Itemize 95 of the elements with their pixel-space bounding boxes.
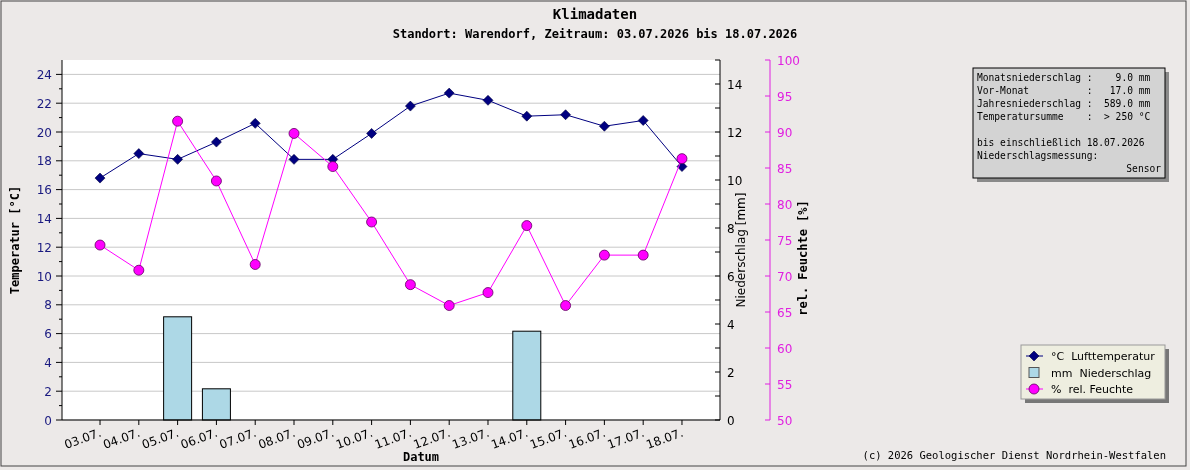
point: [288, 128, 300, 139]
legend-label: mm Niederschlag: [1051, 366, 1152, 380]
point: [637, 249, 649, 261]
y2-tick-label: 14: [727, 77, 743, 92]
x-tick-label: 18.07.: [644, 425, 685, 452]
y-tick-label: 20: [36, 125, 52, 140]
point: [211, 136, 222, 148]
x-tick-label: 14.07.: [489, 425, 530, 452]
y3-tick-label: 50: [777, 413, 793, 428]
point: [482, 287, 494, 298]
point: [405, 279, 416, 291]
x-tick-label: 13.07.: [450, 425, 492, 452]
y-tick-label: 0: [44, 413, 52, 428]
point: [211, 175, 222, 187]
x-tick-label: 15.07.: [527, 425, 569, 452]
y-tick-label: 12: [36, 240, 52, 255]
x-tick-label: 04.07.: [101, 425, 142, 452]
point: [521, 110, 533, 122]
text: Jahresniederschlag : 589.0 mm: [977, 98, 1151, 109]
x-tick-label: 17.07.: [605, 425, 647, 452]
point: [133, 264, 145, 276]
y3-tick-label: 100: [777, 53, 800, 68]
x-tick-label: 06.07.: [178, 425, 220, 452]
point: [482, 95, 494, 106]
point: [521, 220, 533, 231]
point: [327, 161, 339, 172]
point: [94, 239, 106, 251]
text: Sensor: [1126, 163, 1162, 174]
y3-tick-label: 85: [777, 161, 793, 176]
y3-tick-label: 90: [777, 125, 793, 140]
y3-tick-label: 65: [777, 305, 793, 320]
y2-tick-label: 4: [727, 317, 735, 332]
point: [249, 259, 261, 270]
point: [366, 128, 377, 139]
y2-tick-label: 0: [727, 413, 735, 428]
y2-axis-title: Niederschlag [mm]: [734, 192, 748, 308]
point: [133, 148, 145, 159]
point: [288, 154, 300, 165]
point: [637, 115, 649, 126]
text: Vor-Monat : 17.0 mm: [977, 85, 1151, 96]
x-tick-label: 05.07.: [139, 425, 181, 452]
y3-tick-label: 95: [777, 89, 793, 104]
legend-label: % rel. Feuchte: [1051, 383, 1134, 396]
y2-tick-label: 12: [727, 125, 743, 140]
y2-tick-label: 10: [727, 173, 743, 188]
y3-tick-label: 60: [777, 341, 793, 356]
x-tick-label: 10.07.: [333, 425, 375, 452]
point: [676, 153, 688, 165]
y3-tick-label: 80: [777, 197, 793, 212]
point: [598, 249, 610, 261]
point: [94, 172, 106, 184]
x-tick-label: 11.07.: [372, 425, 414, 452]
point: [560, 109, 571, 121]
point: [443, 87, 455, 99]
y-tick-label: 22: [36, 96, 52, 111]
legend-label: °C Lufttemperatur: [1051, 350, 1156, 363]
y-tick-label: 14: [36, 211, 52, 226]
y3-tick-label: 70: [777, 269, 793, 284]
y-tick-label: 4: [44, 355, 52, 370]
text: bis einschließlich 18.07.2026: [977, 137, 1145, 148]
y-tick-label: 24: [36, 67, 52, 82]
point: [366, 216, 377, 228]
x-tick-label: 07.07.: [217, 425, 259, 452]
text: Monatsniederschlag : 9.0 mm: [977, 72, 1151, 83]
y2-tick-label: 2: [727, 365, 735, 380]
y-tick-label: 18: [36, 154, 52, 169]
y2-tick-label: 8: [727, 221, 735, 236]
x-tick-label: 03.07.: [62, 425, 104, 452]
x-tick-label: 12.07.: [411, 425, 453, 452]
point: [560, 300, 571, 311]
y-tick-label: 2: [44, 384, 52, 399]
y-axis-title: Temperatur [°C]: [8, 185, 22, 295]
x-axis-title: Datum: [402, 450, 440, 464]
y-tick-label: 16: [36, 183, 52, 198]
y3-tick-label: 75: [777, 233, 793, 248]
point: [249, 118, 261, 129]
text: Niederschlagsmessung:: [977, 150, 1099, 161]
chart-title: Klimadaten: [552, 6, 638, 22]
point: [172, 154, 183, 165]
x-tick-label: 08.07.: [256, 425, 298, 452]
y-tick-label: 8: [44, 298, 52, 313]
text: (c) 2026 Geologischer Dienst Nordrhein-Westfalen: [862, 449, 1166, 461]
point: [599, 120, 610, 132]
text: Temperatursumme : > 250 °C: [977, 111, 1151, 122]
y3-axis-title: rel. Feuchte [%]: [796, 200, 810, 316]
y3-tick-label: 55: [777, 377, 793, 392]
y2-tick-label: 6: [727, 269, 735, 284]
point: [443, 300, 455, 311]
y-tick-label: 6: [44, 327, 52, 342]
point: [405, 100, 416, 112]
x-tick-label: 16.07.: [566, 425, 608, 452]
chart-subtitle: Standort: Warendorf, Zeitraum: 03.07.2026 bis 18.07.2026: [392, 27, 798, 41]
y-tick-label: 10: [36, 269, 52, 284]
point: [172, 115, 184, 127]
x-tick-label: 09.07.: [295, 425, 336, 452]
